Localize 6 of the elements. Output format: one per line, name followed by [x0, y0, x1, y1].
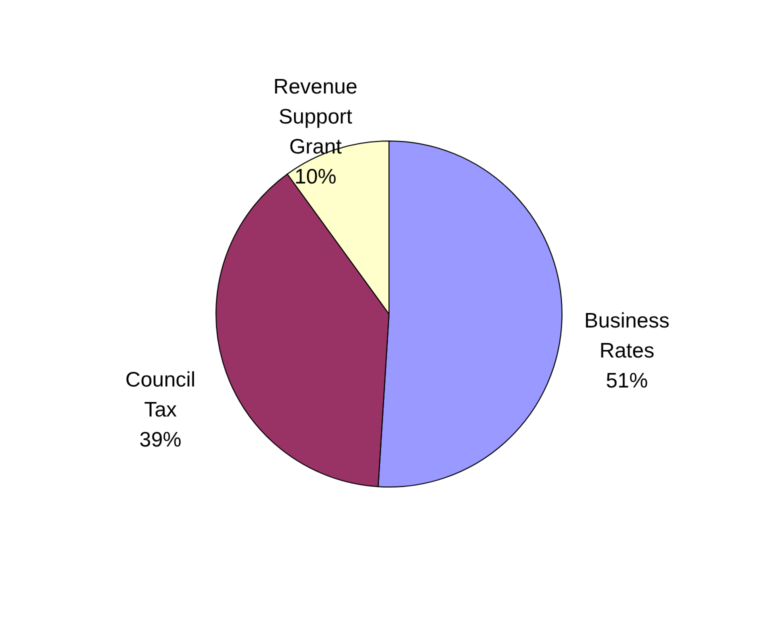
data-label: 39% — [139, 428, 182, 452]
slice-label: Council Tax — [125, 368, 196, 422]
data-label: 51% — [606, 369, 648, 392]
slice-label: Revenue Support Grant — [273, 76, 358, 159]
slice-label: Business Rates — [584, 309, 670, 362]
data-label: 10% — [294, 166, 336, 189]
